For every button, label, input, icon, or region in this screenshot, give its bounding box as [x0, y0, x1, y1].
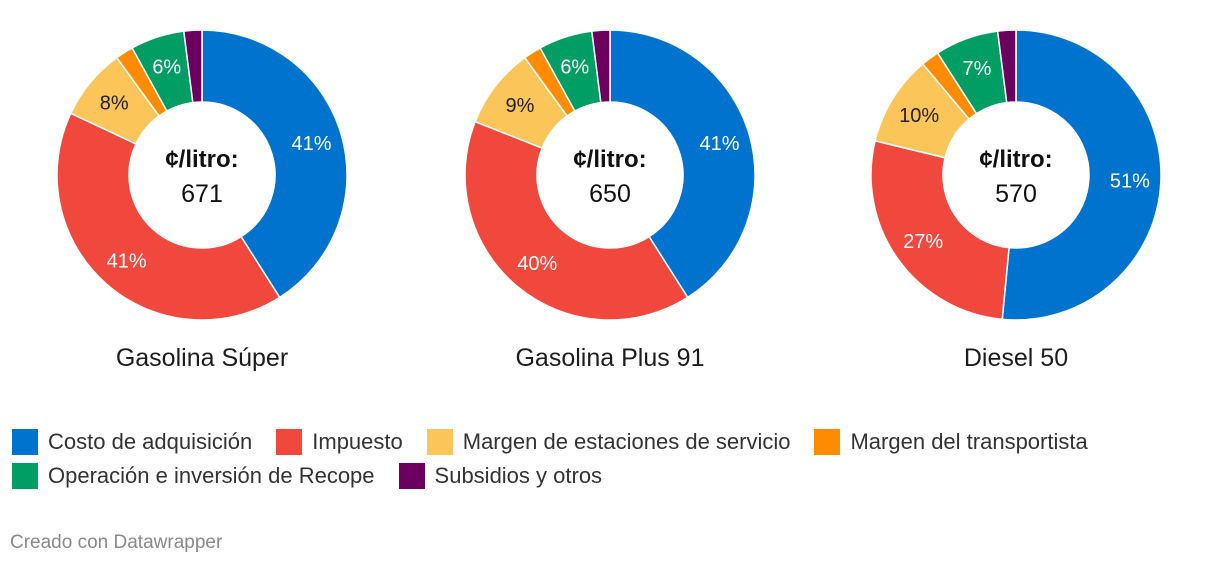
legend-swatch: [814, 429, 841, 455]
legend-label: Subsidios y otros: [434, 463, 603, 488]
donut-slice: [464, 120, 689, 321]
slice-label: 7%: [963, 58, 992, 80]
donut-slice: [996, 29, 1017, 104]
center-value: 671: [181, 180, 223, 208]
slice-label: 41%: [107, 251, 147, 273]
donut-slice: [182, 29, 203, 104]
legend-label: Margen de estaciones de servicio: [462, 429, 791, 454]
center-value: 650: [589, 180, 631, 208]
slice-label: 6%: [560, 57, 589, 79]
donut-slice: [870, 139, 1010, 321]
legend-swatch: [276, 429, 303, 455]
legend-label: Margen del transportista: [850, 429, 1088, 454]
center-label: ¢/litro:: [165, 146, 238, 173]
chart-title: Gasolina Súper: [116, 344, 288, 372]
chart-title: Gasolina Plus 91: [515, 344, 704, 372]
chart-title: Diesel 50: [964, 344, 1068, 372]
donut-slice: [609, 29, 756, 299]
legend-swatch: [398, 463, 425, 489]
legend-label: Operación e inversión de Recope: [48, 463, 375, 488]
center-label: ¢/litro:: [573, 146, 646, 173]
legend-item-subsidios[interactable]: Subsidios y otros: [398, 462, 603, 490]
legend-label: Costo de adquisición: [48, 429, 253, 454]
donut-slice: [56, 112, 281, 321]
legend-label: Impuesto: [312, 429, 403, 454]
credit-footer[interactable]: Creado con Datawrapper: [10, 532, 223, 553]
slice-label: 10%: [899, 105, 939, 127]
donut-slice: [590, 29, 611, 104]
legend-item-margen-transportista[interactable]: Margen del transportista: [814, 428, 1088, 456]
legend: Costo de adquisición Impuesto Margen de …: [12, 428, 1212, 490]
donut-charts: 41% 41% 8% 6% ¢/litro: 671 Gasolina Súper 41% 40…: [56, 29, 1162, 372]
center-label: ¢/litro:: [979, 146, 1052, 173]
slice-label: 8%: [100, 92, 129, 114]
slice-label: 9%: [505, 95, 534, 117]
legend-item-operacion-recope[interactable]: Operación e inversión de Recope: [12, 462, 375, 490]
slice-label: 51%: [1110, 170, 1150, 192]
legend-item-impuesto[interactable]: Impuesto: [276, 428, 403, 456]
legend-swatch: [426, 429, 453, 455]
legend-item-costo[interactable]: Costo de adquisición: [12, 428, 252, 456]
legend-item-margen-estaciones[interactable]: Margen de estaciones de servicio: [426, 428, 791, 456]
center-value: 570: [995, 180, 1037, 208]
legend-swatch: [12, 429, 38, 455]
legend-swatch: [12, 463, 38, 489]
slice-label: 40%: [517, 253, 557, 275]
slice-label: 6%: [152, 57, 181, 79]
donut-slice: [201, 29, 348, 299]
donut-slice: [1001, 29, 1162, 321]
slice-label: 41%: [699, 133, 739, 155]
slice-label: 27%: [903, 231, 943, 253]
slice-label: 41%: [291, 133, 331, 155]
